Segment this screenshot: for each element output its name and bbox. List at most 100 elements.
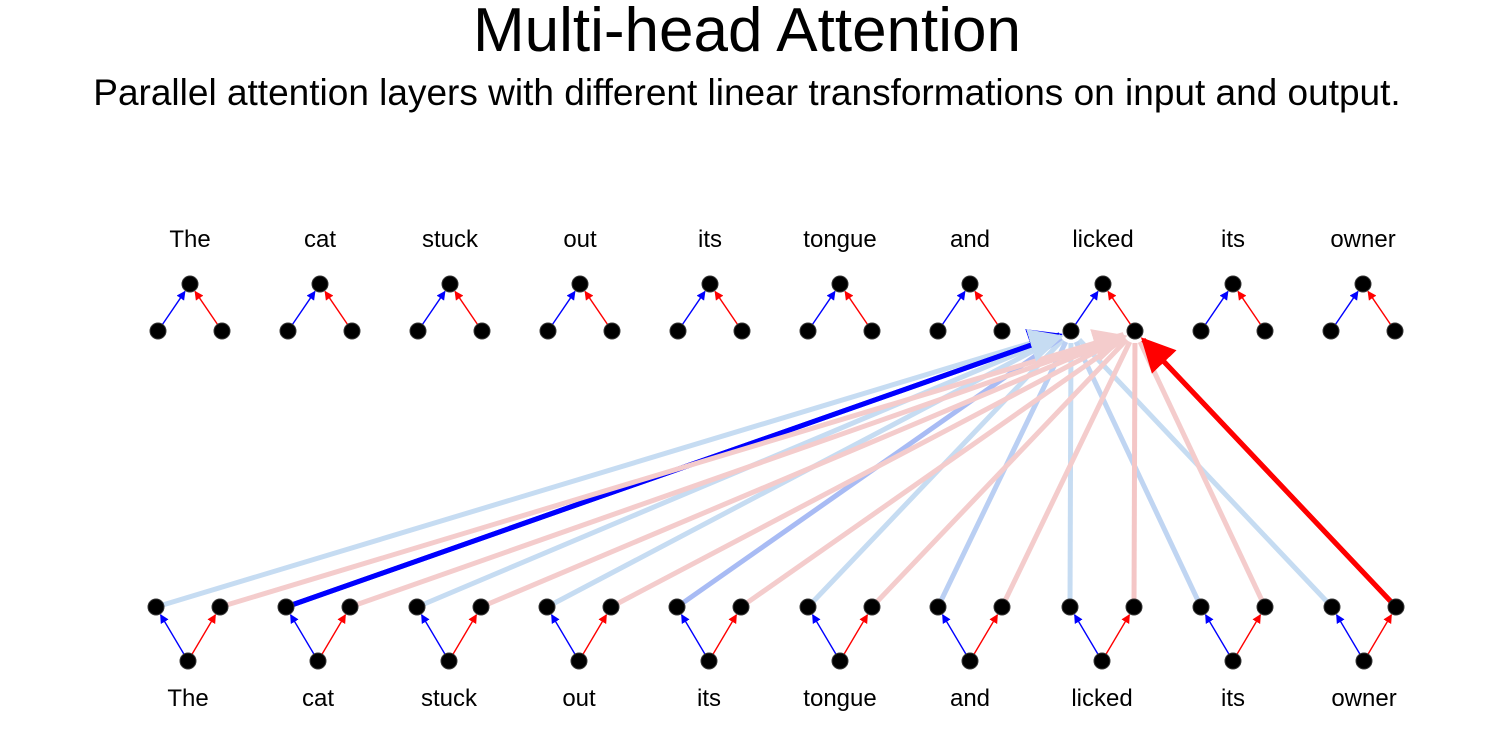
output-node-head-b (733, 322, 751, 340)
input-head-link-b (1363, 613, 1393, 662)
output-node-group-8 (1192, 275, 1274, 340)
output-node-apex (441, 275, 459, 293)
input-node-apex (700, 652, 718, 670)
output-node-head-a (1192, 322, 1210, 340)
input-node-head-b (341, 598, 359, 616)
output-word-2: stuck (422, 226, 479, 253)
input-node-head-a (1323, 598, 1341, 616)
attention-edge-head-b-from-1 (349, 332, 1125, 610)
input-head-link-b (1232, 613, 1262, 662)
input-word-5: tongue (803, 685, 876, 712)
attention-edge-head-b-from-7 (1131, 342, 1138, 608)
input-head-link-a (159, 613, 189, 662)
input-node-head-a (147, 598, 165, 616)
output-word-6: and (950, 226, 990, 253)
output-word-5: tongue (803, 226, 876, 253)
input-node-group-6 (929, 598, 1011, 670)
attention-edge-head-a-from-9 (1077, 338, 1334, 609)
output-layer (149, 275, 1404, 340)
input-node-apex (440, 652, 458, 670)
attention-arrow-head-b-strong (1140, 337, 1398, 609)
input-node-group-0 (147, 598, 229, 670)
input-head-link-a (1204, 613, 1234, 662)
attention-edge-head-b-from-6 (999, 340, 1133, 609)
input-layer (147, 598, 1405, 670)
input-node-apex (309, 652, 327, 670)
input-node-head-b (1125, 598, 1143, 616)
input-node-head-b (1256, 598, 1274, 616)
input-node-head-b (211, 598, 229, 616)
input-node-head-b (993, 598, 1011, 616)
output-node-head-a (409, 322, 427, 340)
input-node-apex (570, 652, 588, 670)
input-node-head-a (668, 598, 686, 616)
output-node-head-a (1062, 322, 1080, 340)
input-head-link-a (941, 613, 971, 662)
input-node-group-9 (1323, 598, 1405, 670)
output-node-head-b (993, 322, 1011, 340)
output-node-head-a (539, 322, 557, 340)
input-node-apex (1224, 652, 1242, 670)
input-word-2: stuck (421, 685, 478, 712)
input-head-link-b (1101, 613, 1131, 662)
input-node-apex (831, 652, 849, 670)
output-node-head-b (863, 322, 881, 340)
output-node-apex (961, 275, 979, 293)
output-node-head-a (929, 322, 947, 340)
output-node-apex (181, 275, 199, 293)
input-head-link-b (708, 613, 738, 662)
attention-edge-head-b-from-8 (1137, 340, 1268, 609)
input-node-head-a (1192, 598, 1210, 616)
output-word-labels: The cat stuck out its tongue and licked its owner (169, 226, 1395, 253)
input-node-group-5 (799, 598, 881, 670)
output-node-group-5 (799, 275, 881, 340)
output-word-1: cat (304, 226, 336, 253)
output-node-head-b (1126, 322, 1144, 340)
input-head-link-b (839, 613, 869, 662)
input-node-group-2 (408, 598, 490, 670)
output-node-apex (311, 275, 329, 293)
output-node-head-a (149, 322, 167, 340)
output-node-apex (571, 275, 589, 293)
output-node-head-b (1256, 322, 1274, 340)
output-node-group-2 (409, 275, 491, 340)
output-node-apex (701, 275, 719, 293)
output-node-head-a (669, 322, 687, 340)
input-head-link-a (420, 613, 450, 662)
output-word-3: out (563, 226, 597, 253)
input-head-link-a (680, 613, 710, 662)
output-node-group-6 (929, 275, 1011, 340)
output-node-apex (831, 275, 849, 293)
input-node-apex (1093, 652, 1111, 670)
input-word-9: owner (1331, 685, 1396, 712)
input-node-head-a (538, 598, 556, 616)
output-node-apex (1354, 275, 1372, 293)
input-node-head-b (863, 598, 881, 616)
input-head-link-b (317, 613, 347, 662)
attention-edge-head-b-from-4 (739, 335, 1127, 610)
output-node-head-b (343, 322, 361, 340)
input-word-1: cat (302, 685, 334, 712)
output-node-group-4 (669, 275, 751, 340)
output-node-apex (1224, 275, 1242, 293)
input-head-link-a (811, 613, 841, 662)
input-node-head-b (472, 598, 490, 616)
input-head-link-a (550, 613, 580, 662)
output-node-group-1 (279, 275, 361, 340)
attention-edge-head-a-from-0 (155, 332, 1061, 610)
input-head-link-b (187, 613, 217, 662)
input-head-link-b (969, 613, 999, 662)
attention-edge-head-a-from-7 (1067, 342, 1074, 608)
attention-edge-head-a-from-8 (1073, 340, 1204, 609)
output-word-8: its (1221, 226, 1245, 253)
input-word-labels: The cat stuck out its tongue and licked its owner (167, 685, 1396, 712)
input-word-4: its (697, 685, 721, 712)
output-node-head-b (213, 322, 231, 340)
input-node-head-b (1387, 598, 1405, 616)
input-word-0: The (167, 685, 208, 712)
output-node-head-b (473, 322, 491, 340)
input-head-link-a (1073, 613, 1103, 662)
input-node-group-3 (538, 598, 620, 670)
output-word-7: licked (1072, 226, 1133, 253)
input-node-head-a (799, 598, 817, 616)
